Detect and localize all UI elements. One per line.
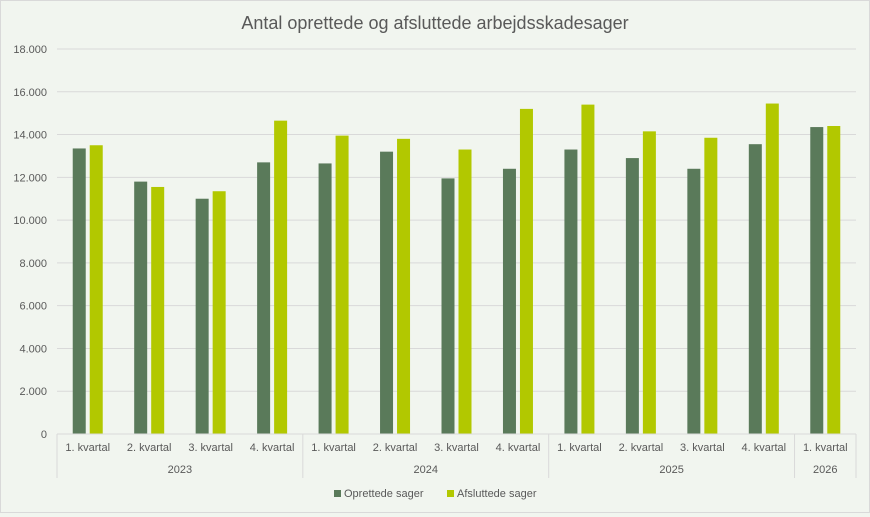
bars [72, 103, 841, 435]
y-tick-label: 12.000 [13, 172, 47, 184]
x-axis: 1. kvartal 2. kvartal 3. kvartal 4. kvartal… [56, 433, 857, 478]
y-tick-label: 16.000 [13, 87, 47, 99]
bar [89, 145, 103, 434]
chart-title: Antal oprettede og afsluttede arbejdsska… [241, 13, 628, 33]
legend: Oprettede sager Afsluttede sager [334, 488, 537, 500]
y-tick-label: 0 [41, 429, 47, 441]
bar [212, 191, 226, 434]
bar [581, 104, 595, 434]
x-tick-label: 2. kvartal [373, 442, 418, 454]
bar [642, 131, 656, 434]
bar [335, 135, 349, 434]
bar [380, 151, 394, 434]
x-tick-label: 4. kvartal [250, 442, 295, 454]
bar [72, 148, 86, 435]
bar [625, 158, 639, 435]
y-tick-label: 10.000 [13, 215, 47, 227]
x-tick-label: 3. kvartal [434, 442, 479, 454]
bar [458, 149, 472, 434]
bar [810, 127, 824, 434]
x-tick-label: 1. kvartal [65, 442, 110, 454]
bar [502, 168, 516, 434]
x-tick-label: 4. kvartal [741, 442, 786, 454]
bar [748, 144, 762, 435]
bar [151, 186, 165, 434]
x-tick-label: 4. kvartal [496, 442, 541, 454]
y-tick-label: 18.000 [13, 44, 47, 56]
bar [397, 138, 411, 435]
y-tick-label: 8.000 [19, 258, 47, 270]
legend-label: Afsluttede sager [457, 488, 537, 500]
x-tick-label: 3. kvartal [680, 442, 725, 454]
bar [765, 103, 779, 435]
x-tick-label: 1. kvartal [311, 442, 356, 454]
x-group-label: 2024 [414, 464, 438, 476]
bar [564, 149, 578, 434]
bar [195, 198, 209, 434]
y-tick-label: 6.000 [19, 301, 47, 313]
y-tick-label: 14.000 [13, 130, 47, 142]
x-group-label: 2026 [813, 464, 837, 476]
bar [687, 168, 701, 434]
x-tick-label: 1. kvartal [803, 442, 848, 454]
x-group-label: 2025 [659, 464, 683, 476]
legend-swatch [334, 490, 341, 497]
bar [441, 178, 455, 434]
x-group-label: 2023 [168, 464, 192, 476]
bar [827, 126, 841, 434]
y-tick-label: 2.000 [19, 386, 47, 398]
legend-swatch [447, 490, 454, 497]
legend-label: Oprettede sager [344, 488, 424, 500]
y-tick-label: 4.000 [19, 343, 47, 355]
x-tick-label: 2. kvartal [619, 442, 664, 454]
gridlines [57, 48, 856, 435]
bar [318, 163, 332, 435]
bar [257, 162, 271, 434]
bar [134, 181, 148, 434]
bar [274, 120, 288, 435]
bar [519, 108, 533, 434]
x-tick-label: 1. kvartal [557, 442, 602, 454]
y-axis: 0 2.000 4.000 6.000 8.000 10.000 12.000 14.000 1… [13, 44, 47, 441]
bar [704, 137, 718, 434]
x-tick-label: 3. kvartal [188, 442, 233, 454]
x-tick-label: 2. kvartal [127, 442, 172, 454]
